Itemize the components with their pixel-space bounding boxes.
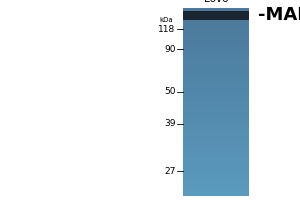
Text: kDa: kDa: [159, 17, 172, 23]
Text: 39: 39: [164, 119, 176, 129]
Text: 90: 90: [164, 45, 176, 53]
Bar: [183, 11, 249, 20]
Text: 118: 118: [158, 24, 176, 33]
Text: 50: 50: [164, 88, 176, 97]
Text: Lovo: Lovo: [204, 0, 228, 4]
Text: 27: 27: [164, 166, 176, 176]
Text: -MADD: -MADD: [258, 6, 300, 24]
